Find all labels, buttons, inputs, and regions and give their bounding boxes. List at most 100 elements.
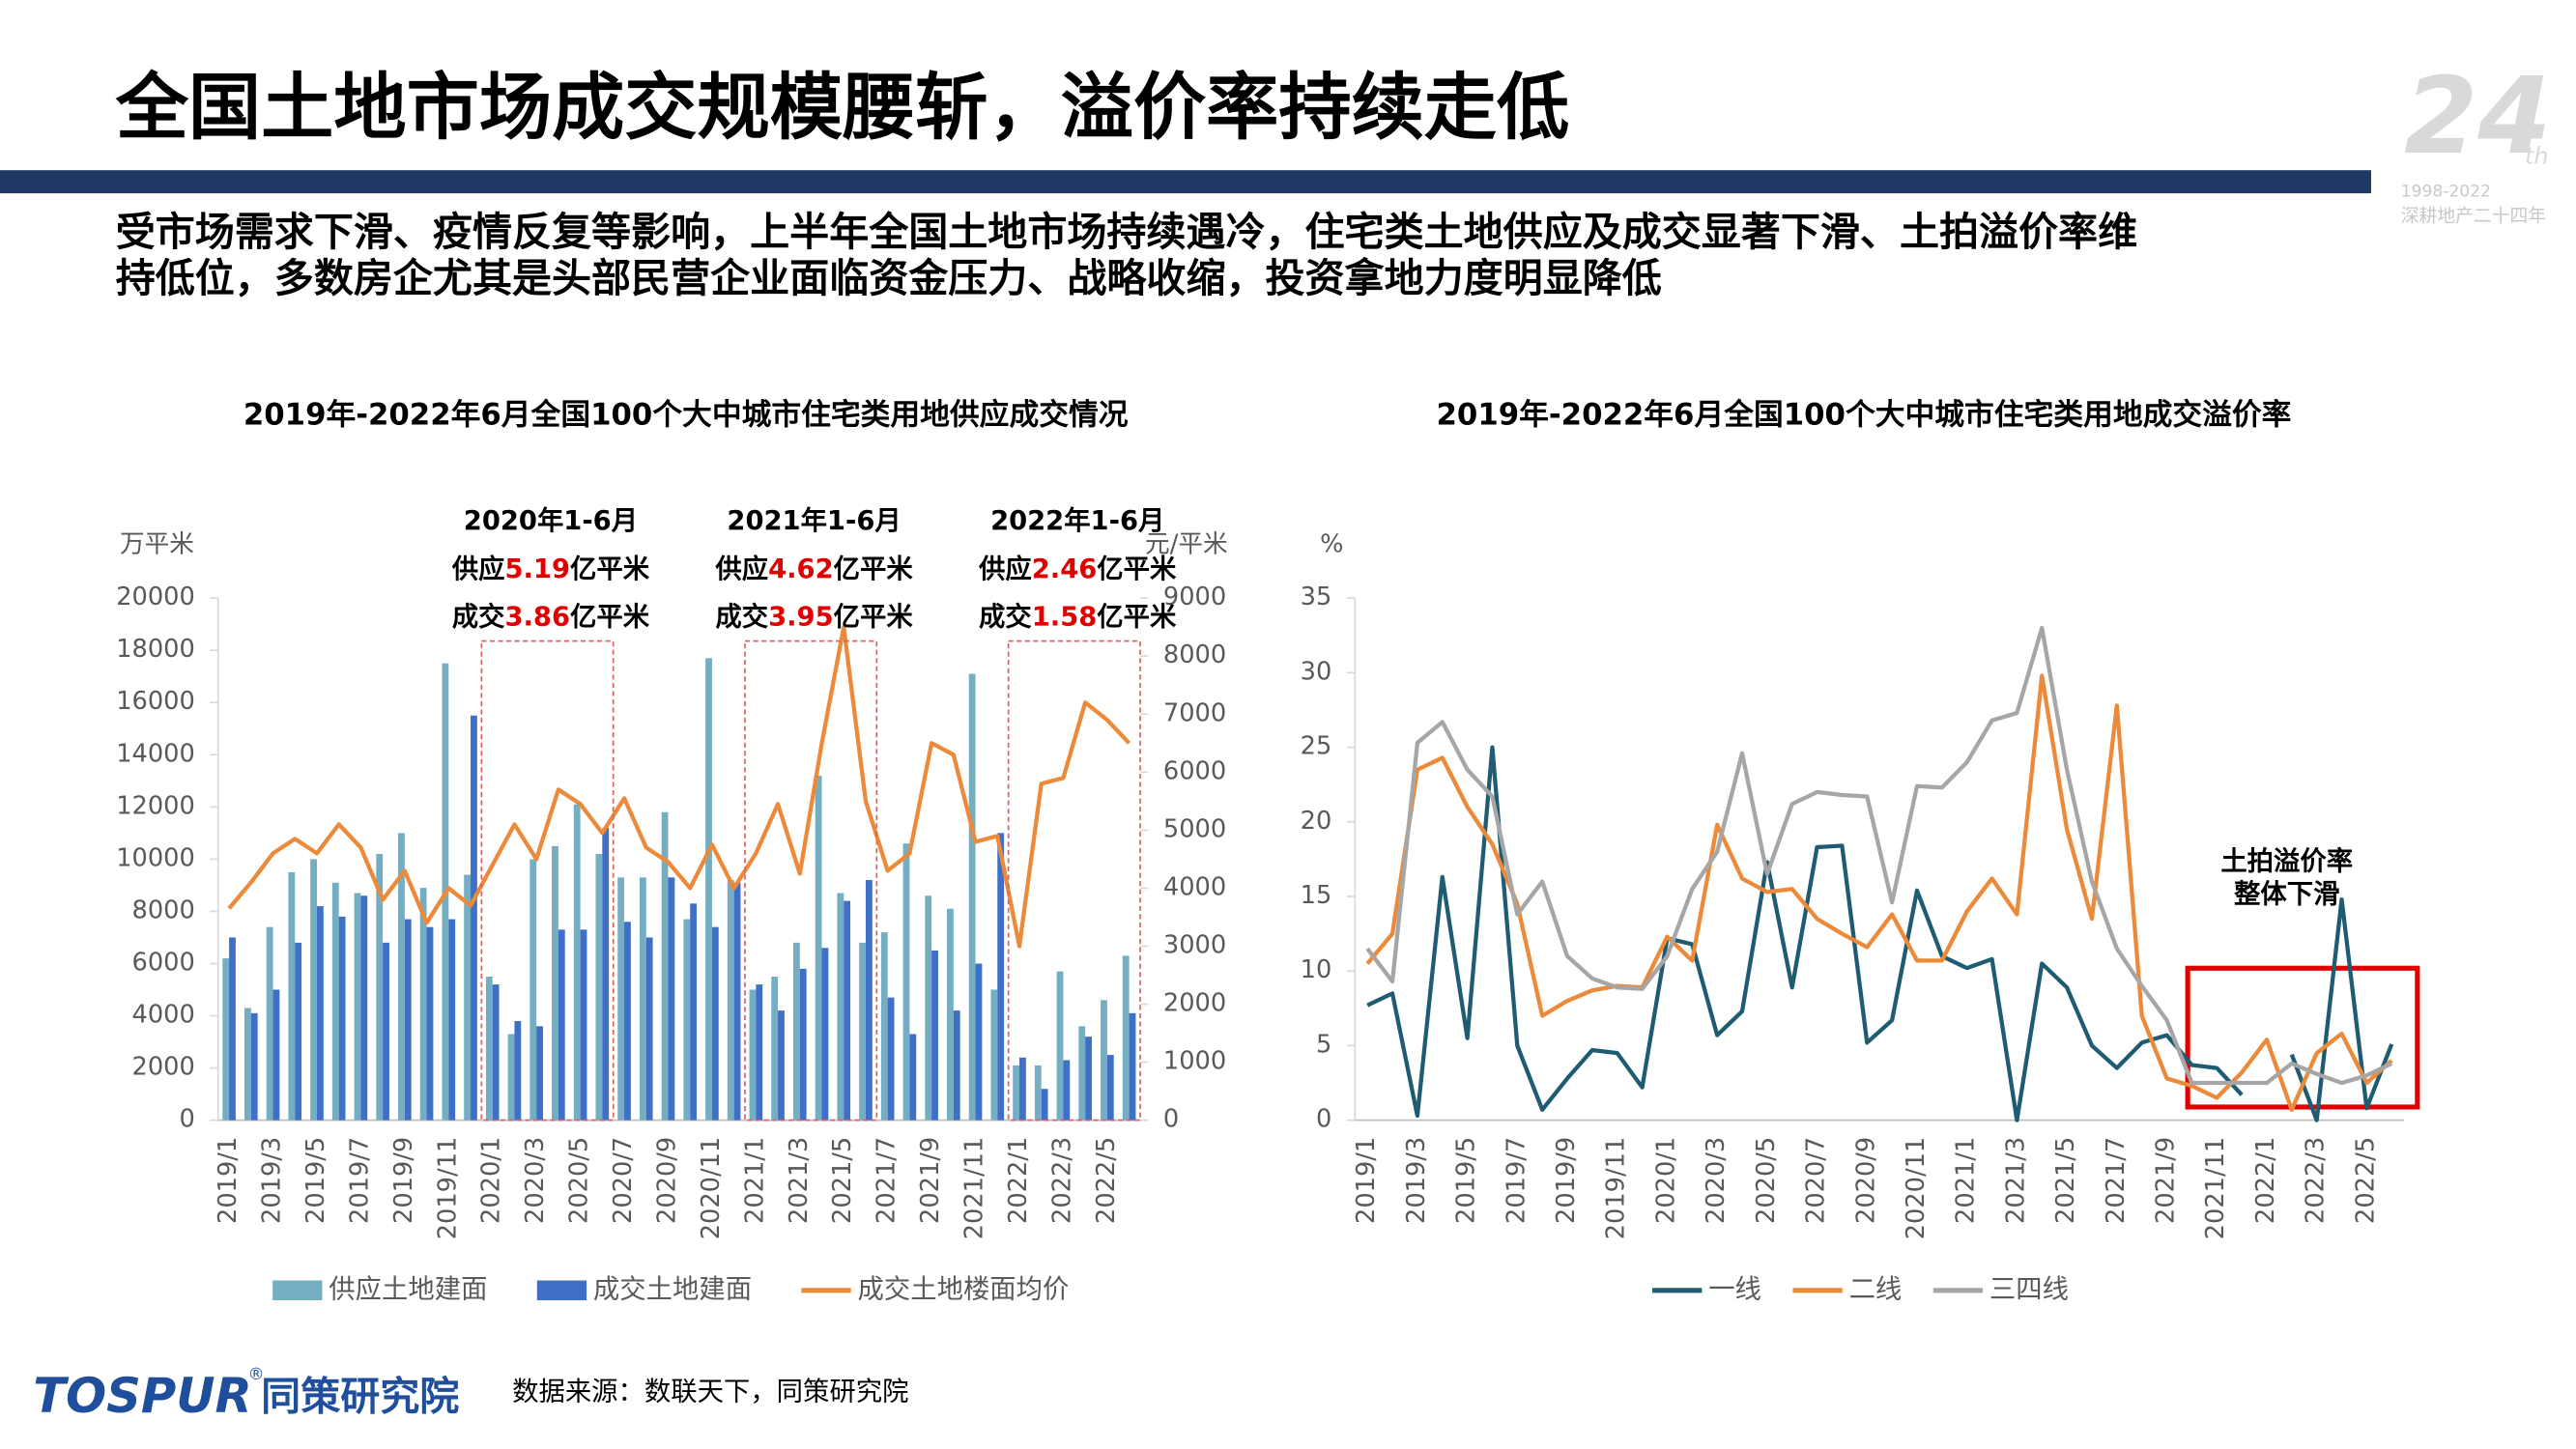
label: 供应 — [714, 554, 768, 584]
watermark-text: 深耕地产二十四年 — [2401, 206, 2546, 227]
value: 3.95 — [768, 602, 834, 632]
period-supply: 供应5.19亿平米 — [451, 554, 650, 584]
legend-swatch — [536, 1280, 587, 1301]
source: 数据来源：数联天下，同策研究院 — [512, 1377, 908, 1406]
bar — [997, 833, 1005, 1121]
bar — [733, 882, 741, 1121]
bar — [727, 880, 734, 1121]
bar — [222, 958, 230, 1121]
x-tick-label: 2021/3 — [785, 1137, 814, 1224]
legend-label: 供应土地建面 — [329, 1274, 487, 1304]
bar — [1122, 955, 1130, 1121]
x-tick-label: 2020/7 — [609, 1137, 638, 1224]
bar — [1129, 1012, 1136, 1121]
x-tick-label: 2019/7 — [1502, 1137, 1531, 1224]
x-tick-label: 2022/5 — [1092, 1137, 1121, 1224]
y-tick-label: 10 — [1301, 955, 1332, 984]
y-tick-label: 10000 — [116, 843, 195, 872]
y-tick-label: 15 — [1301, 881, 1332, 910]
bar — [1078, 1026, 1086, 1121]
x-tick-label: 2021/3 — [2001, 1137, 2030, 1224]
bar — [661, 811, 669, 1121]
label: 成交 — [715, 601, 768, 632]
bar — [1041, 1089, 1048, 1121]
slide-title: 全国土地市场成交规模腰斩，溢价率持续走低 — [115, 65, 1570, 150]
x-tick-label: 2020/7 — [1802, 1137, 1831, 1224]
x-tick-label: 2022/3 — [2302, 1137, 2331, 1224]
y-tick-label: 30 — [1301, 657, 1332, 686]
y2-tick-label: 7000 — [1163, 698, 1226, 727]
x-tick-label: 2019/5 — [1452, 1137, 1481, 1224]
bar — [229, 937, 236, 1121]
bar — [383, 942, 389, 1121]
x-tick-label: 2020/9 — [652, 1137, 681, 1224]
bar — [771, 977, 779, 1121]
bar — [354, 893, 361, 1121]
bar — [931, 950, 938, 1121]
bar — [990, 989, 998, 1121]
bar — [485, 977, 493, 1121]
x-tick-label: 2021/9 — [2152, 1137, 2181, 1224]
bar — [844, 900, 851, 1121]
bar — [792, 942, 800, 1121]
legend-label: 成交土地楼面均价 — [858, 1274, 1070, 1304]
line-series — [1366, 745, 2394, 1122]
x-tick-label: 2020/9 — [1851, 1137, 1880, 1224]
period-deal: 成交3.95亿平米 — [715, 601, 913, 632]
bar — [288, 871, 296, 1121]
x-tick-label: 2019/9 — [389, 1137, 418, 1224]
y2-tick-label: 6000 — [1163, 756, 1226, 785]
legend-label: 一线 — [1708, 1274, 1761, 1304]
x-tick-label: 2020/1 — [477, 1137, 506, 1224]
bar — [530, 859, 537, 1121]
x-tick-label: 2019/9 — [1552, 1137, 1581, 1224]
x-tick-label: 2022/1 — [1004, 1137, 1033, 1224]
y2-tick-label: 3000 — [1163, 930, 1226, 959]
bar — [645, 937, 653, 1121]
bar — [749, 989, 757, 1121]
bar — [1034, 1065, 1042, 1121]
bar — [953, 1010, 960, 1121]
unit: 亿平米 — [834, 602, 914, 632]
period-supply: 供应4.62亿平米 — [714, 554, 913, 584]
bar — [310, 859, 317, 1121]
bar — [624, 922, 631, 1121]
bar — [859, 942, 866, 1121]
y-tick-label: 35 — [1301, 582, 1332, 611]
highlight-box — [2185, 965, 2420, 1110]
x-tick-label: 2019/1 — [1352, 1137, 1381, 1224]
label: 供应 — [451, 554, 505, 584]
bar — [968, 673, 976, 1121]
callout: 土拍溢价率 — [2220, 845, 2353, 876]
bar — [573, 804, 581, 1121]
bar — [552, 845, 558, 1121]
label: 成交 — [452, 601, 505, 632]
watermark-suffix: th — [2525, 142, 2549, 169]
bar — [756, 984, 763, 1121]
bar — [1056, 971, 1064, 1121]
chart-title: 2019年-2022年6月全国100个大中城市住宅类用地成交溢价率 — [1437, 398, 2292, 433]
title-bar — [0, 170, 2371, 194]
x-tick-label: 2020/3 — [521, 1137, 550, 1224]
period-box — [744, 639, 878, 1122]
y-tick-label: 20 — [1301, 807, 1332, 836]
bar — [536, 1026, 543, 1121]
x-tick-label: 2022/5 — [2351, 1137, 2380, 1224]
unit: 亿平米 — [1097, 602, 1177, 632]
bar — [837, 893, 844, 1121]
bar — [250, 1012, 258, 1121]
x-tick-label: 2021/7 — [2102, 1137, 2131, 1224]
x-tick-label: 2021/1 — [740, 1137, 769, 1224]
subtitle-line: 持低位，多数房企尤其是头部民营企业面临资金压力、战略收缩，投资拿地力度明显降低 — [116, 255, 1662, 301]
bar — [668, 877, 675, 1121]
y-tick-label: 25 — [1301, 732, 1332, 761]
bar — [243, 1008, 251, 1121]
unit: 亿平米 — [834, 554, 914, 584]
x-tick-label: 2020/11 — [697, 1137, 726, 1240]
watermark-number: 24 — [2404, 54, 2551, 178]
unit: 亿平米 — [570, 554, 650, 584]
y-tick-label: 0 — [179, 1105, 194, 1134]
bar — [683, 919, 691, 1121]
x-tick-label: 2019/5 — [301, 1137, 330, 1224]
x-tick-label: 2019/11 — [1602, 1137, 1631, 1240]
